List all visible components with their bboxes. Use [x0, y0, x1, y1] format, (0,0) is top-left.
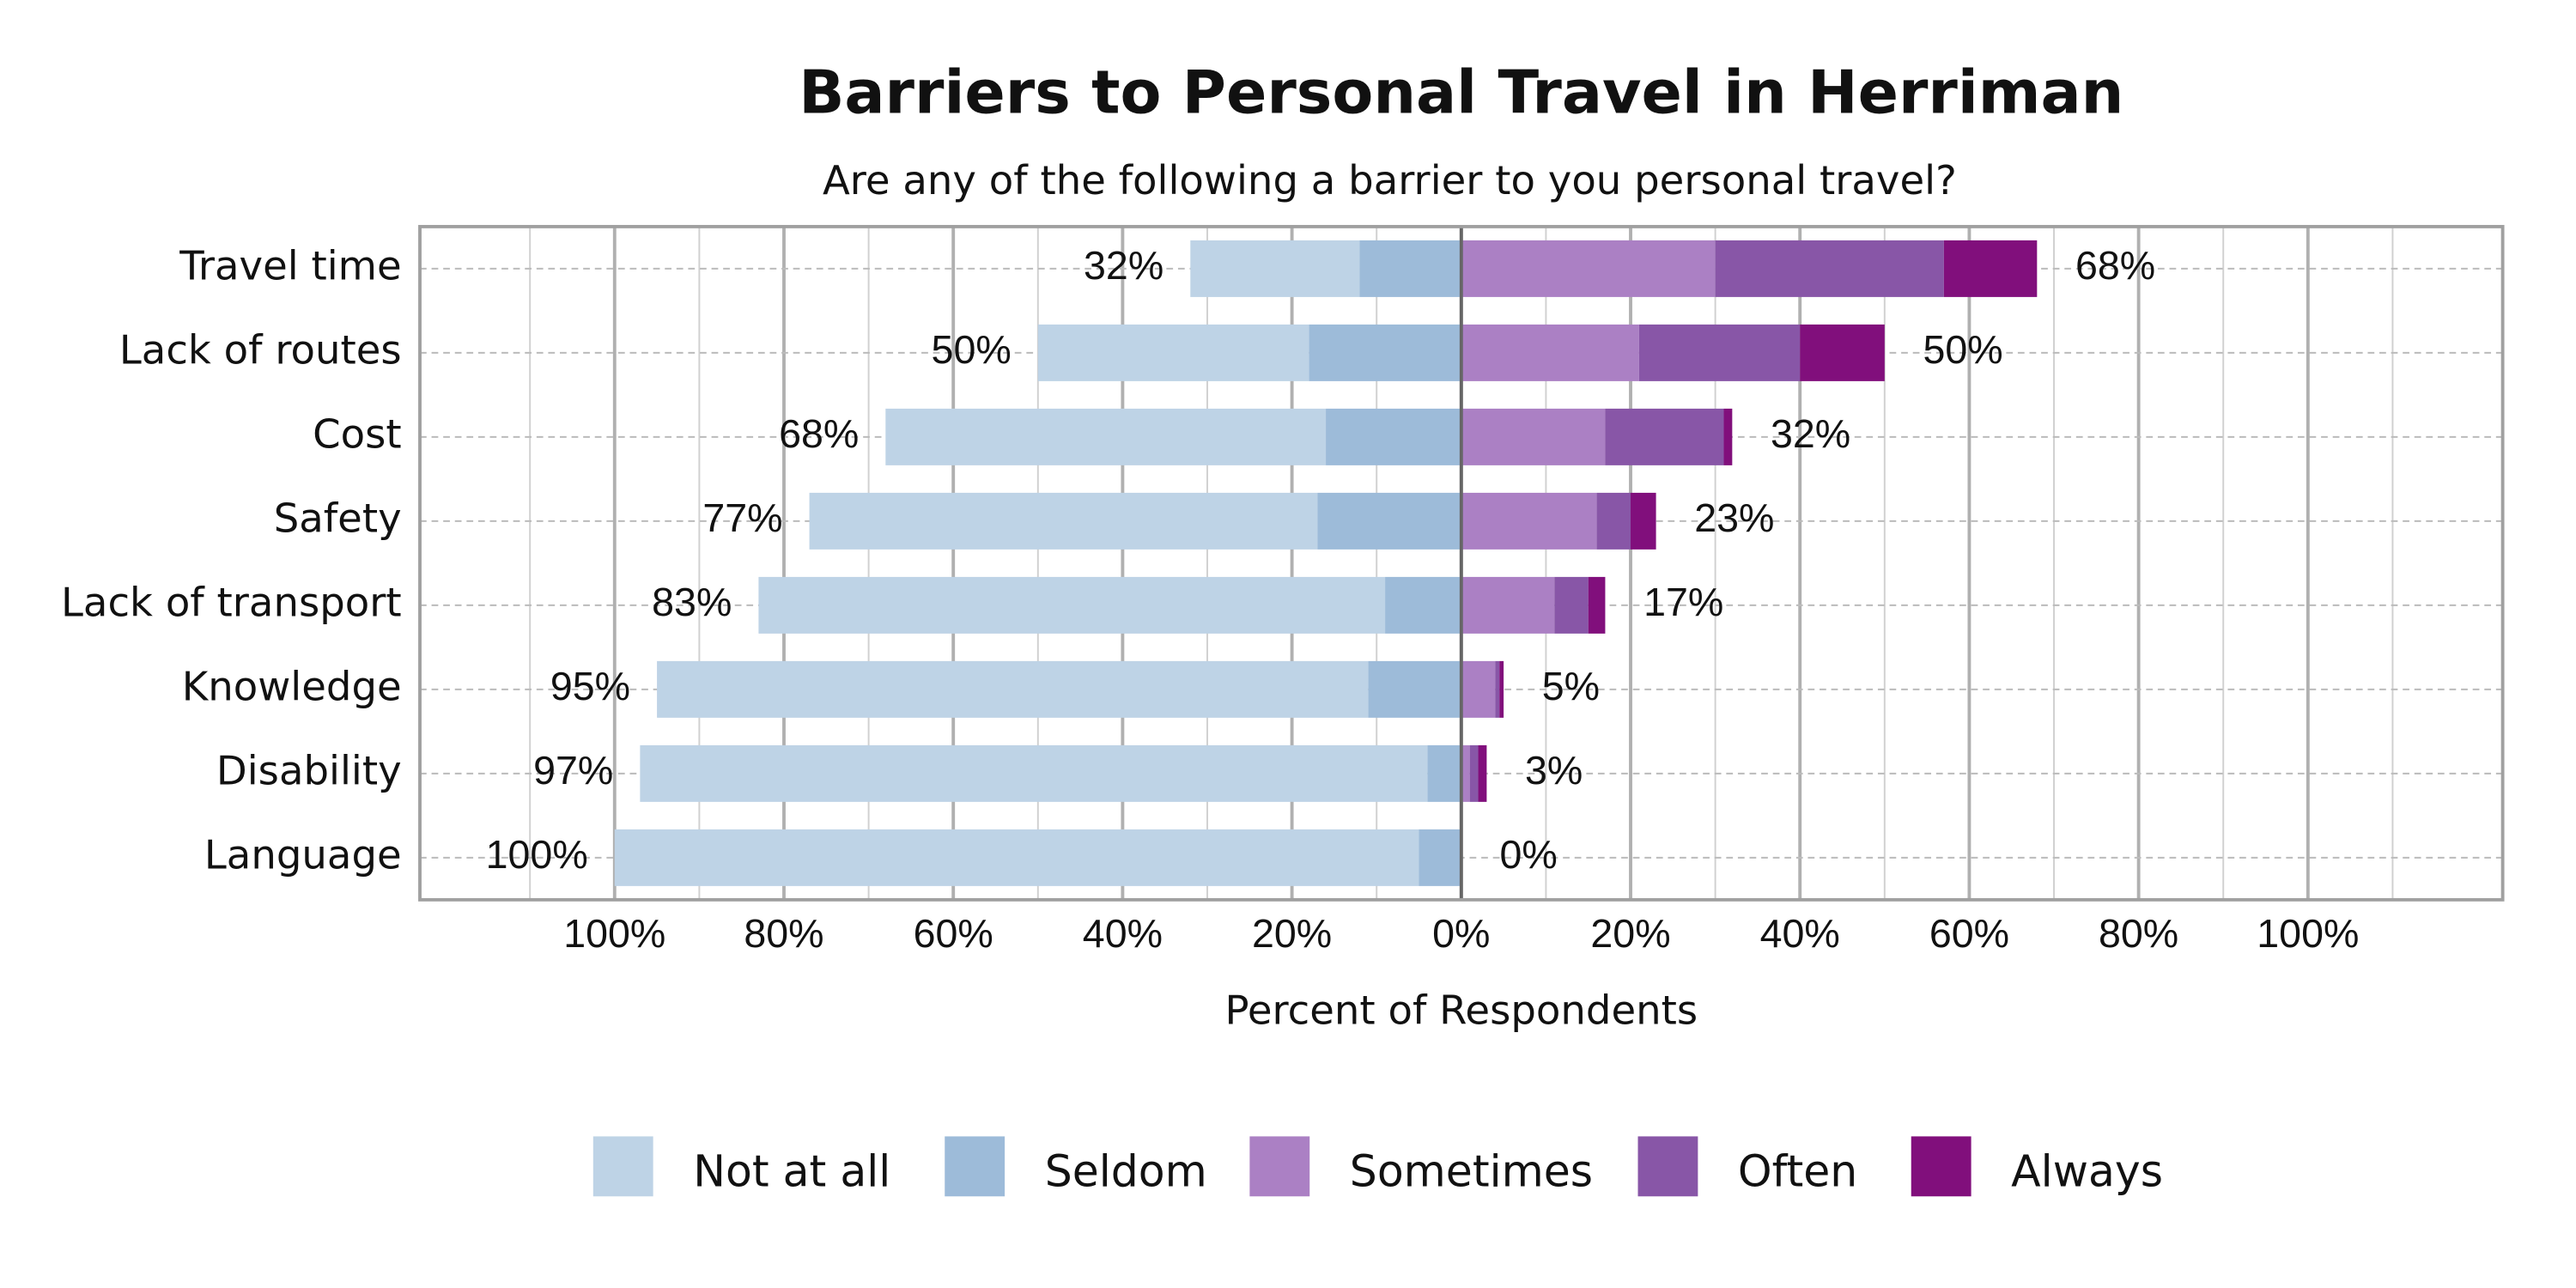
x-tick-label: 40% [1760, 911, 1840, 956]
bar-segment [1037, 324, 1309, 381]
total-label: 5% [1542, 664, 1600, 708]
total-label: 97% [533, 748, 613, 793]
x-tick-label: 100% [563, 911, 665, 956]
bar-segment [809, 492, 1318, 550]
x-tick-label: 60% [1929, 911, 2009, 956]
category-label: Language [204, 831, 402, 878]
category-label: Disability [216, 747, 402, 793]
bar-segment [1419, 829, 1461, 886]
x-tick-label: 80% [2099, 911, 2178, 956]
x-tick-label: 100% [2257, 911, 2359, 956]
bar-segment [1495, 660, 1500, 718]
bar-segment [614, 829, 1419, 886]
total-label: 100% [486, 832, 588, 877]
bar-segment [1309, 324, 1461, 381]
bar-segment [1715, 240, 1944, 297]
bar-segment [1596, 492, 1631, 550]
bar-segment [1461, 576, 1555, 634]
bar-segment [1588, 576, 1606, 634]
total-label: 0% [1499, 832, 1557, 877]
bar-segment [1359, 240, 1461, 297]
bar-segment [1190, 240, 1360, 297]
bar-segment [1469, 744, 1479, 802]
legend-swatch [945, 1136, 1005, 1197]
total-label: 23% [1694, 495, 1774, 540]
legend-swatch [592, 1136, 653, 1197]
bar-segment [657, 660, 1369, 718]
total-label: 50% [932, 327, 1012, 372]
legend-label: Always [2011, 1146, 2163, 1197]
bar-segment [1461, 492, 1597, 550]
bar-segment [640, 744, 1428, 802]
bar-segment [1800, 324, 1885, 381]
category-label: Cost [313, 410, 402, 457]
bar-segment [1461, 324, 1639, 381]
bar-segment [1631, 492, 1656, 550]
x-tick-label: 80% [744, 911, 823, 956]
bar-segment [1427, 744, 1461, 802]
bar-segment [758, 576, 1386, 634]
x-tick-label: 60% [914, 911, 993, 956]
total-label: 50% [1923, 327, 2002, 372]
category-label: Lack of transport [61, 579, 402, 625]
total-label: 83% [652, 580, 732, 624]
bar-segment [885, 408, 1327, 465]
bar-segment [1317, 492, 1461, 550]
category-label: Lack of routes [119, 326, 402, 373]
plot-frame [418, 224, 2505, 902]
category-label: Travel time [179, 242, 401, 289]
total-label: 95% [550, 664, 630, 708]
bar-segment [1326, 408, 1461, 465]
legend-swatch [1637, 1136, 1698, 1197]
x-tick-label: 20% [1252, 911, 1332, 956]
total-label: 32% [1771, 411, 1850, 456]
bar-segment [1461, 408, 1606, 465]
bar-segment [1943, 240, 2038, 297]
legend-label: Sometimes [1350, 1146, 1593, 1197]
total-label: 68% [2075, 243, 2155, 288]
legend-label: Seldom [1045, 1146, 1207, 1197]
total-label: 77% [702, 495, 782, 540]
bar-segment [1554, 576, 1589, 634]
legend-label: Often [1738, 1146, 1857, 1197]
total-label: 17% [1643, 580, 1723, 624]
bar-segment [1385, 576, 1461, 634]
x-axis-label: Percent of Respondents [1224, 987, 1698, 1033]
chart-subtitle: Are any of the following a barrier to yo… [823, 157, 1957, 204]
chart-title: Barriers to Personal Travel in Herriman [799, 58, 2123, 128]
bar-segment [1638, 324, 1801, 381]
bar-segment [1723, 408, 1733, 465]
legend-label: Not at all [693, 1146, 890, 1197]
total-label: 32% [1084, 243, 1163, 288]
bar-segment [1499, 660, 1504, 718]
x-tick-label: 0% [1432, 911, 1490, 956]
legend-swatch [1911, 1136, 1971, 1197]
bar-segment [1461, 660, 1496, 718]
bar-segment [1605, 408, 1724, 465]
bar-segment [1478, 744, 1487, 802]
category-label: Knowledge [182, 663, 402, 709]
total-label: 3% [1525, 748, 1583, 793]
bar-segment [1368, 660, 1461, 718]
bar-segment [1461, 744, 1470, 802]
category-label: Safety [274, 495, 402, 541]
bar-segment [1461, 240, 1716, 297]
legend-swatch [1249, 1136, 1310, 1197]
x-tick-label: 20% [1590, 911, 1670, 956]
total-label: 68% [779, 411, 859, 456]
x-tick-label: 40% [1083, 911, 1163, 956]
